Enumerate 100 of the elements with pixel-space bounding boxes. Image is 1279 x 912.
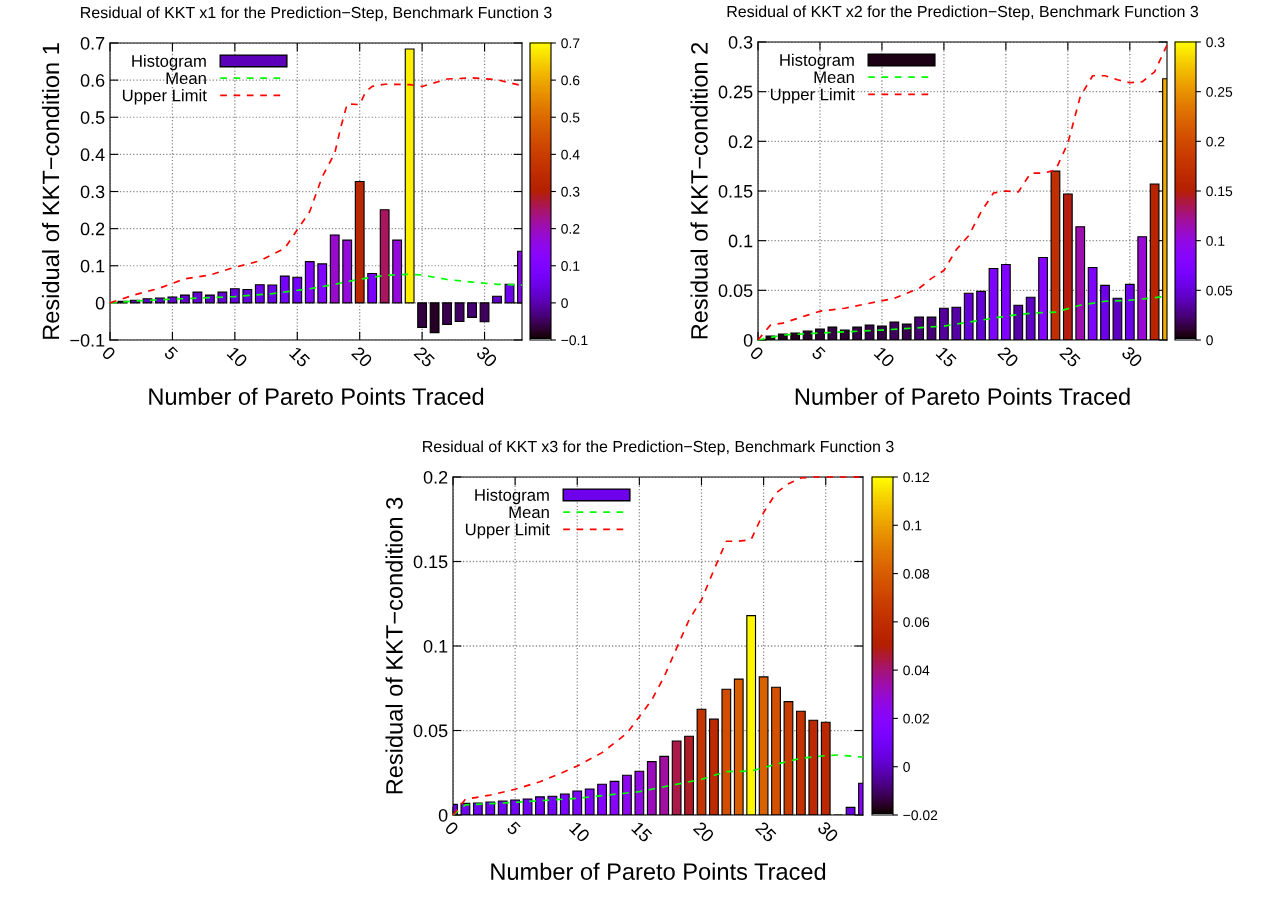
bar [467, 302, 477, 318]
bar [392, 239, 403, 304]
y-axis-title: Residual of KKT−condition 2 [690, 42, 708, 339]
x-tick-label: 15 [288, 346, 311, 368]
color-bar-label: 0.7 [561, 38, 580, 49]
y-tick-label: 0.05 [718, 284, 753, 298]
bar [242, 288, 253, 304]
y-tick-label: 0.4 [80, 148, 105, 162]
y-tick-label: 0.2 [80, 222, 105, 236]
color-bar-label: 0.1 [561, 261, 580, 271]
color-bar-label: 0.08 [903, 568, 930, 579]
bar [229, 288, 240, 304]
x-axis-title: Number of Pareto Points Traced [491, 862, 826, 880]
legend-label: Histogram [780, 53, 854, 70]
color-bar-label: 0.05 [1206, 285, 1233, 296]
bar [179, 294, 190, 304]
y-tick-label: 0.1 [423, 639, 448, 653]
color-bar-label: 0 [1206, 335, 1213, 346]
chart-title: Residual of KKT x3 for the Prediction−Step, Benchmark Function 3 [423, 440, 894, 456]
y-tick-label: 0.25 [718, 85, 753, 99]
color-bar-label: 0.5 [561, 112, 580, 123]
color-bar-label: 0.25 [1206, 87, 1233, 97]
color-bar-label: 0.1 [903, 520, 922, 531]
color-bar-label: 0.02 [903, 713, 930, 724]
y-tick-label: 0.7 [80, 36, 105, 50]
x-tick-label: 20 [997, 345, 1020, 368]
line-series [109, 273, 523, 304]
color-bar-label: 0.15 [1206, 186, 1233, 197]
bar [192, 291, 203, 304]
bar [442, 302, 453, 325]
y-tick-label: 0.3 [728, 35, 753, 49]
y-tick-label: 0.05 [413, 724, 448, 738]
line-series [757, 44, 1168, 341]
bar [254, 284, 265, 304]
x-tick-label: 5 [506, 820, 522, 836]
x-tick-label: 30 [816, 820, 840, 843]
color-bar-label: −0.1 [561, 335, 588, 346]
bar [379, 209, 390, 304]
legend-label: Upper Limit [465, 523, 550, 539]
bar [429, 302, 440, 334]
bar [342, 239, 353, 304]
bar [354, 180, 365, 304]
legend-label: Histogram [475, 488, 549, 505]
color-bar-label: 0.1 [1206, 236, 1225, 246]
chart-title: Residual of KKT x1 for the Prediction−Step, Benchmark Function 3 [81, 6, 552, 22]
x-tick-label: 20 [692, 820, 715, 843]
x-tick-label: 20 [350, 345, 374, 368]
bar [492, 295, 502, 304]
x-tick-label: 15 [630, 821, 653, 843]
y-tick-label: 0.1 [80, 259, 105, 273]
bar [329, 234, 340, 304]
color-bar-label: 0.2 [1206, 136, 1225, 147]
y-tick-label: 0.15 [718, 184, 753, 198]
chart-title: Residual of KKT x2 for the Prediction−Step, Benchmark Function 3 [727, 5, 1199, 21]
bar [292, 276, 303, 304]
color-bar-label: 0.12 [903, 472, 930, 483]
bar [454, 302, 465, 322]
y-tick-label: 0.6 [80, 74, 105, 87]
x-tick-label: 30 [475, 345, 498, 368]
bar [367, 272, 378, 304]
x-tick-label: 10 [568, 821, 591, 843]
bar [155, 297, 165, 304]
x-tick-label: 10 [226, 346, 249, 368]
x-tick-label: 25 [1059, 345, 1082, 368]
y-tick-label: 0 [438, 808, 448, 822]
legend-label: Histogram [132, 54, 206, 71]
color-bar-label: 0 [561, 298, 568, 309]
color-bar-label: 0.3 [561, 186, 580, 197]
color-bar-label: 0.4 [561, 149, 580, 160]
bar [304, 261, 315, 304]
y-axis-title: Residual of KKT−condition 3 [385, 497, 403, 794]
x-tick-label: 30 [1120, 345, 1144, 368]
bar [479, 302, 490, 323]
color-bar-label: 0.04 [903, 665, 930, 676]
color-bar-label: 0.6 [561, 75, 580, 86]
x-axis-title: Number of Pareto Points Traced [149, 387, 484, 405]
y-tick-label: 0.15 [413, 555, 448, 569]
y-tick-label: 0 [743, 333, 753, 347]
legend-label: Upper Limit [770, 88, 855, 104]
bar [279, 275, 290, 304]
x-axis-title: Number of Pareto Points Traced [795, 387, 1130, 405]
y-tick-label: 0.3 [80, 185, 105, 199]
y-tick-label: 0.2 [423, 470, 448, 484]
y-tick-label: 0.1 [728, 234, 753, 248]
legend-label: Mean [166, 72, 206, 85]
y-tick-label: 0 [95, 296, 105, 310]
color-bar-label: −0.02 [903, 810, 938, 821]
color-bar-label: 0.06 [903, 617, 930, 628]
x-tick-label: 5 [163, 345, 179, 361]
x-tick-label: 25 [754, 820, 777, 843]
bar [417, 302, 428, 328]
bar [267, 284, 278, 304]
y-axis-title: Residual of KKT−condition 1 [41, 43, 60, 339]
y-tick-label: −0.1 [70, 333, 105, 347]
x-tick-label: 25 [413, 345, 436, 368]
color-bar-label: 0 [903, 762, 910, 772]
bar [404, 48, 415, 304]
legend-label: Upper Limit [122, 89, 207, 105]
color-bar-label: 0.2 [561, 223, 580, 234]
legend-label: Mean [814, 71, 854, 84]
